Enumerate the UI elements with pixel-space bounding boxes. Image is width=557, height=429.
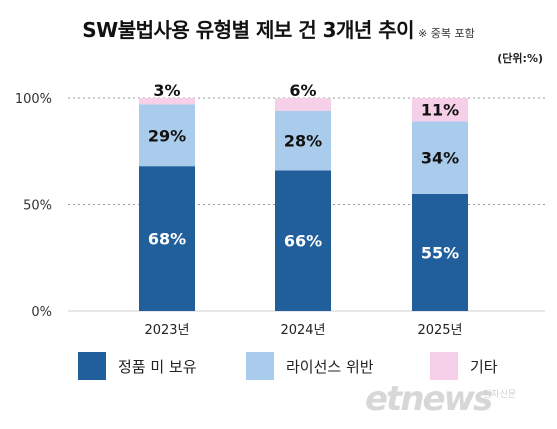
data-label: 29%: [148, 126, 186, 145]
bar-segment: [139, 104, 195, 167]
legend-item-license: 라이선스 위반: [246, 352, 374, 380]
bar-segment: [275, 170, 331, 311]
data-label: 11%: [421, 101, 459, 120]
y-tick-label: 50%: [23, 199, 52, 214]
chart-note: ※ 중복 포함: [418, 27, 475, 40]
watermark-logo: etnews 전자신문: [365, 377, 550, 421]
watermark-brand: etnews: [365, 379, 493, 419]
legend-item-genuine: 정품 미 보유: [78, 352, 197, 380]
bar-segment: [412, 193, 468, 311]
data-label: 6%: [289, 81, 316, 100]
y-tick-label: 100%: [15, 92, 52, 107]
data-label: 66%: [284, 232, 322, 251]
data-label: 3%: [153, 81, 180, 100]
bar-segment: [412, 98, 468, 122]
x-tick-label: 2025년: [417, 323, 462, 338]
legend-swatch-license: [246, 352, 274, 380]
chart-title: SW불법사용 유형별 제보 건 3개년 추이: [82, 18, 415, 42]
data-label: 55%: [421, 243, 459, 262]
legend-label-other: 기타: [470, 357, 498, 376]
legend: 정품 미 보유 라이선스 위반 기타: [0, 352, 557, 386]
legend-label-license: 라이선스 위반: [286, 357, 374, 376]
bar-segment: [275, 98, 331, 111]
data-label: 68%: [148, 230, 186, 249]
y-tick-label: 0%: [31, 305, 52, 320]
data-label: 28%: [284, 132, 322, 151]
unit-label: (단위:%): [497, 52, 543, 65]
title-row: SW불법사용 유형별 제보 건 3개년 추이 ※ 중복 포함: [0, 14, 557, 43]
legend-item-other: 기타: [430, 352, 498, 380]
bar-segment: [139, 98, 195, 105]
bar-segment: [139, 166, 195, 311]
legend-swatch-other: [430, 352, 458, 380]
x-tick-label: 2024년: [280, 323, 325, 338]
bar-segment: [412, 121, 468, 194]
x-tick-label: 2023년: [144, 323, 189, 338]
legend-label-genuine: 정품 미 보유: [118, 357, 197, 376]
bar-segment: [275, 110, 331, 171]
data-label: 34%: [421, 149, 459, 168]
legend-swatch-genuine: [78, 352, 106, 380]
watermark-sub: 전자신문: [483, 390, 517, 400]
